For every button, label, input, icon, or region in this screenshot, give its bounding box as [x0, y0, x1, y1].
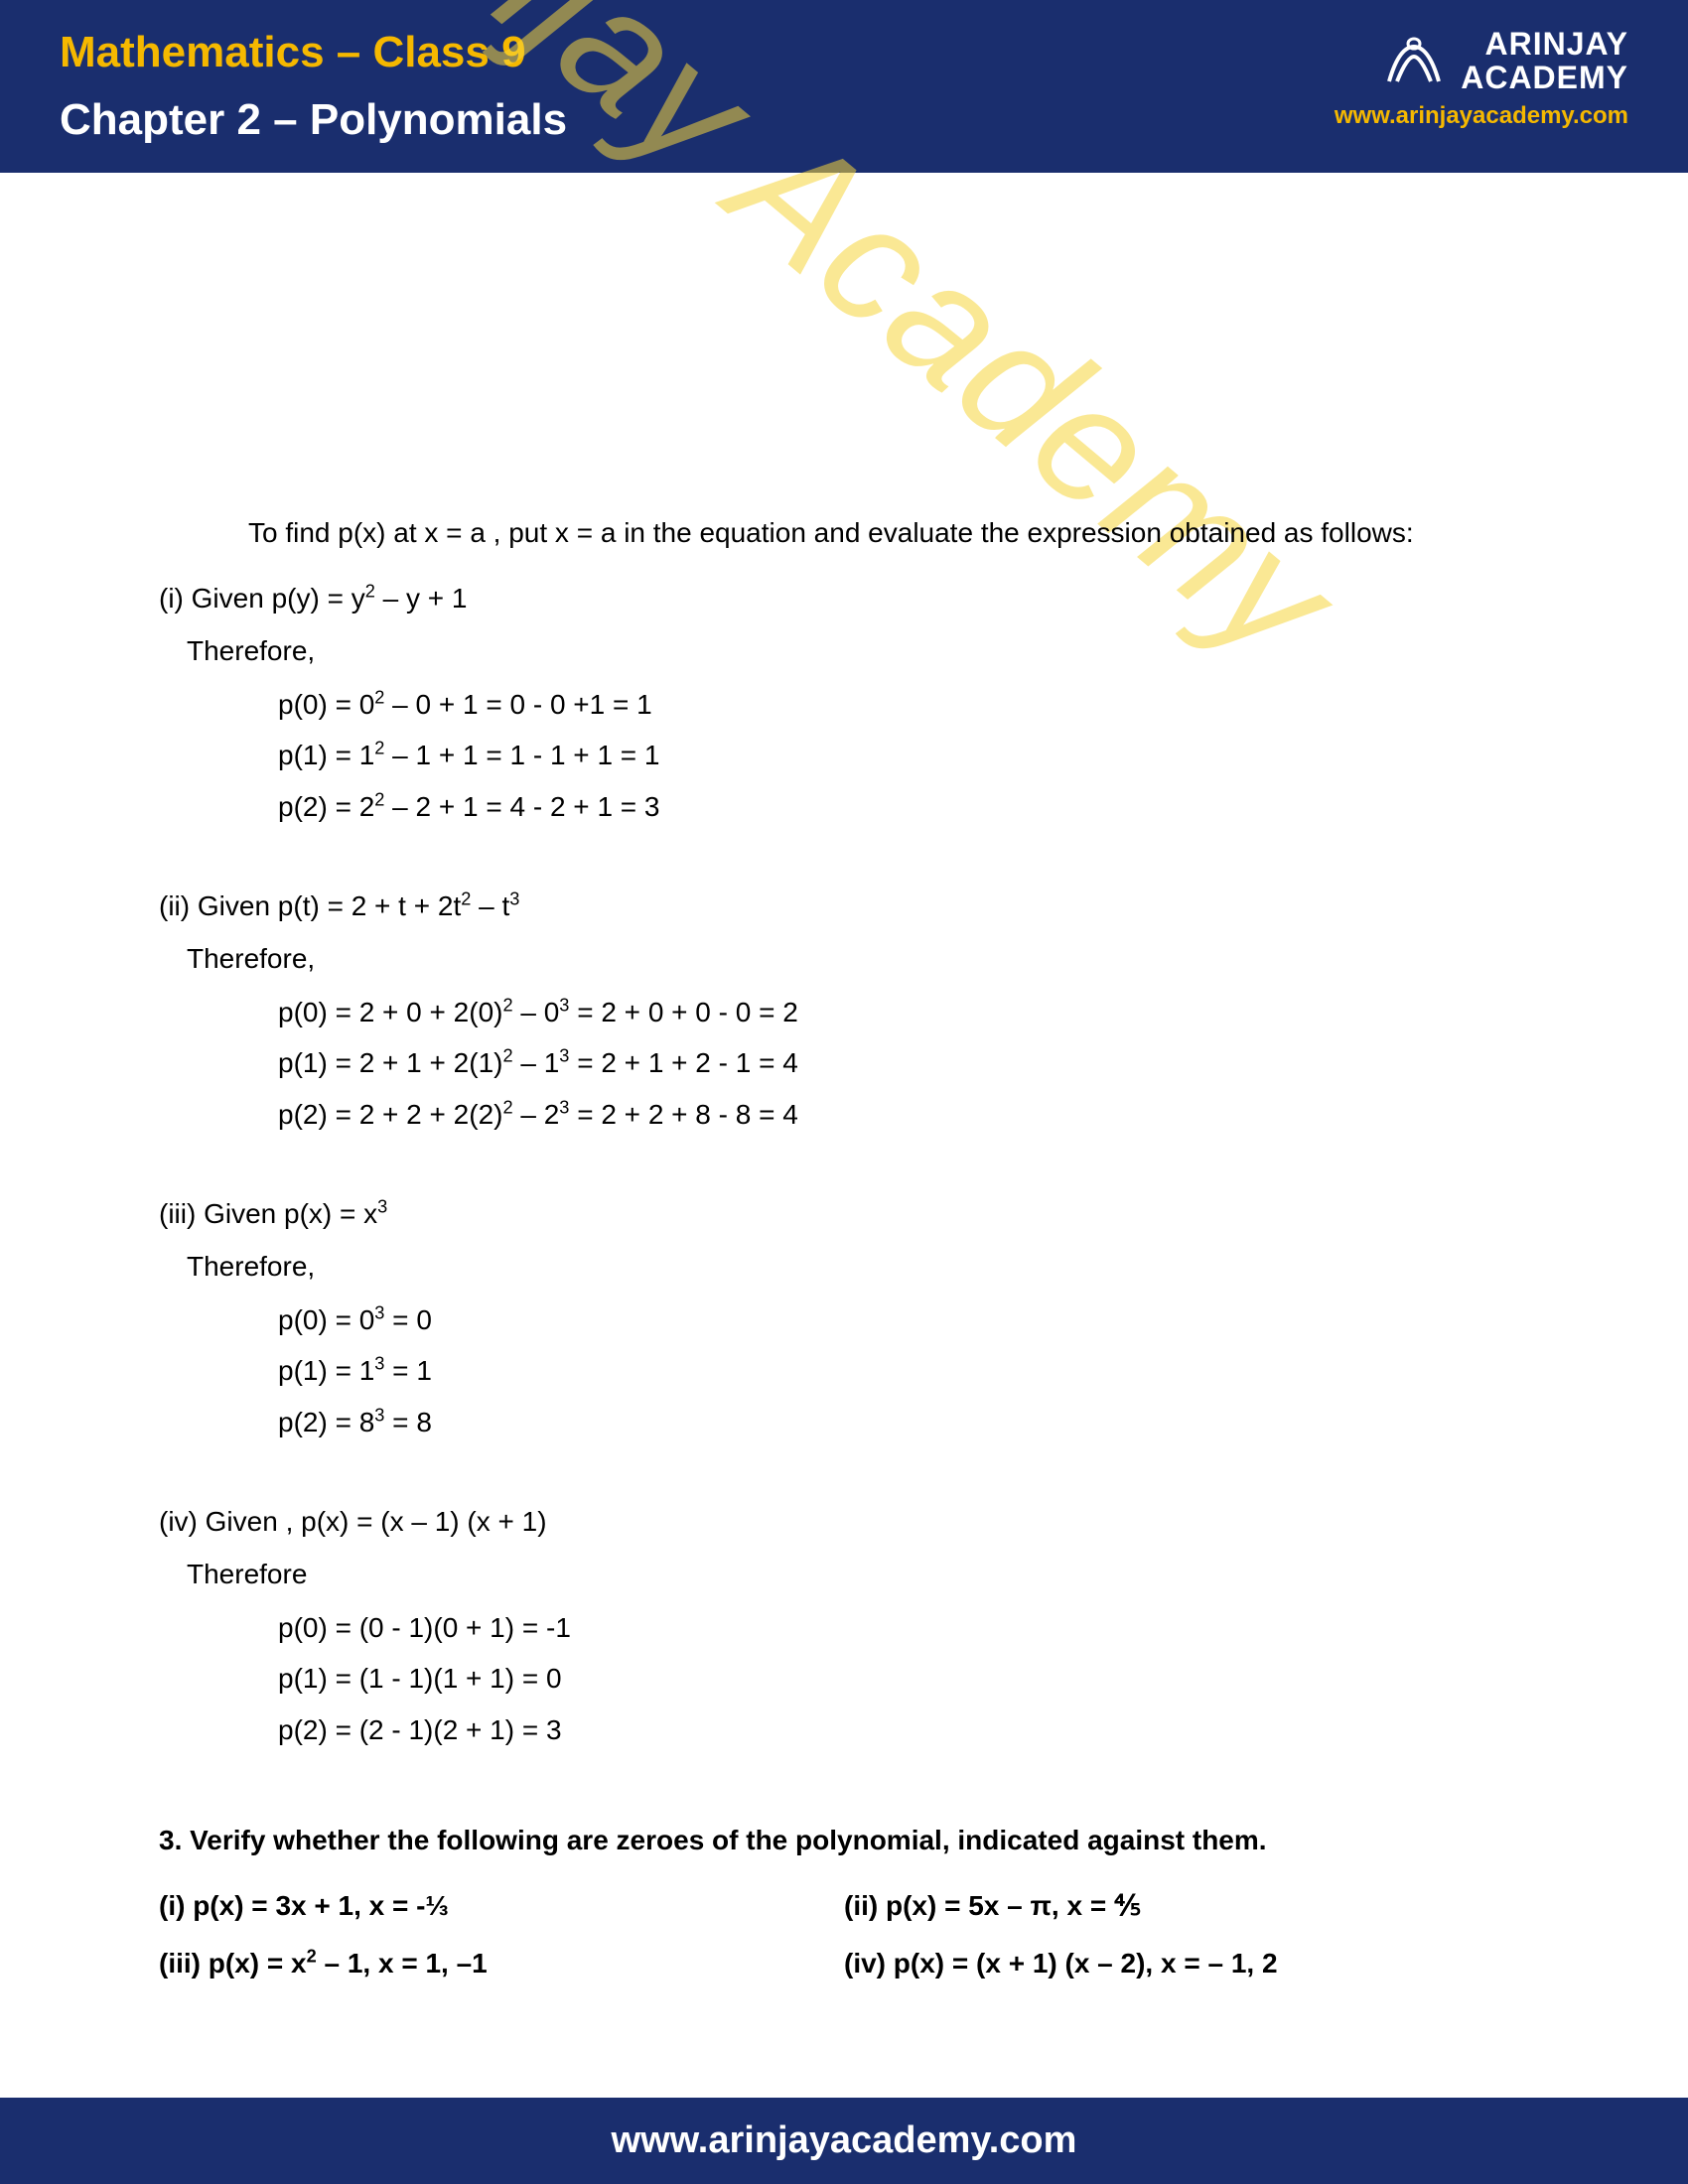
question-item: (iii) p(x) = x2 – 1, x = 1, –1	[159, 1940, 844, 1987]
page-footer: www.arinjayacademy.com	[0, 2098, 1688, 2184]
logo-icon	[1379, 32, 1449, 91]
given-suffix: – y + 1	[375, 583, 468, 614]
question-item: (i) p(x) = 3x + 1, x = -⅓	[159, 1882, 844, 1930]
logo-text: ARINJAY ACADEMY	[1461, 28, 1628, 94]
section-i-given: (i) Given p(y) = y2 – y + 1	[159, 575, 1529, 622]
intro-text: To find p(x) at x = a , put x = a in the…	[159, 509, 1529, 557]
question-item: (ii) p(x) = 5x – π, x = ⅘	[844, 1882, 1529, 1930]
calc-line: p(1) = 2 + 1 + 2(1)2 – 13 = 2 + 1 + 2 - …	[278, 1039, 1529, 1087]
question-item: (iv) p(x) = (x + 1) (x – 2), x = – 1, 2	[844, 1940, 1529, 1987]
calc-line: p(2) = 2 + 2 + 2(2)2 – 23 = 2 + 2 + 8 - …	[278, 1091, 1529, 1139]
calc-line: p(1) = 13 = 1	[278, 1347, 1529, 1395]
section-iv-therefore: Therefore	[187, 1551, 1529, 1598]
section-ii-therefore: Therefore,	[187, 935, 1529, 983]
calc-line: p(2) = 83 = 8	[278, 1399, 1529, 1446]
given-sup: 2	[365, 581, 375, 601]
page-header: Mathematics – Class 9 Chapter 2 – Polyno…	[0, 0, 1688, 173]
header-left: Mathematics – Class 9 Chapter 2 – Polyno…	[60, 28, 1335, 145]
brand-logo: ARINJAY ACADEMY	[1379, 28, 1628, 94]
logo-line2: ACADEMY	[1461, 62, 1628, 95]
header-url: www.arinjayacademy.com	[1335, 102, 1628, 130]
section-iii-given: (iii) Given p(x) = x3	[159, 1190, 1529, 1238]
section-ii-given: (ii) Given p(t) = 2 + t + 2t2 – t3	[159, 883, 1529, 930]
calc-line: p(2) = 22 – 2 + 1 = 4 - 2 + 1 = 3	[278, 783, 1529, 831]
logo-line1: ARINJAY	[1461, 28, 1628, 62]
calc-line: p(1) = 12 – 1 + 1 = 1 - 1 + 1 = 1	[278, 732, 1529, 779]
calc-line: p(2) = (2 - 1)(2 + 1) = 3	[278, 1706, 1529, 1754]
calc-line: p(0) = 03 = 0	[278, 1297, 1529, 1344]
page-content: Arinjay Academy To find p(x) at x = a , …	[0, 173, 1688, 2036]
question-row: (iii) p(x) = x2 – 1, x = 1, –1 (iv) p(x)…	[159, 1940, 1529, 1987]
header-right: ARINJAY ACADEMY www.arinjayacademy.com	[1335, 28, 1628, 130]
section-iii-therefore: Therefore,	[187, 1243, 1529, 1291]
section-i-therefore: Therefore,	[187, 627, 1529, 675]
calc-line: p(0) = 02 – 0 + 1 = 0 - 0 +1 = 1	[278, 681, 1529, 729]
footer-url: www.arinjayacademy.com	[612, 2119, 1077, 2161]
question-row: (i) p(x) = 3x + 1, x = -⅓ (ii) p(x) = 5x…	[159, 1882, 1529, 1930]
calc-line: p(0) = 2 + 0 + 2(0)2 – 03 = 2 + 0 + 0 - …	[278, 989, 1529, 1036]
header-subtitle: Chapter 2 – Polynomials	[60, 95, 1335, 145]
calc-line: p(0) = (0 - 1)(0 + 1) = -1	[278, 1604, 1529, 1652]
calc-line: p(1) = (1 - 1)(1 + 1) = 0	[278, 1655, 1529, 1703]
given-text: (i) Given p(y) = y	[159, 583, 365, 614]
section-iv-given: (iv) Given , p(x) = (x – 1) (x + 1)	[159, 1498, 1529, 1546]
question-heading: 3. Verify whether the following are zero…	[159, 1817, 1529, 1864]
header-title: Mathematics – Class 9	[60, 28, 1335, 77]
